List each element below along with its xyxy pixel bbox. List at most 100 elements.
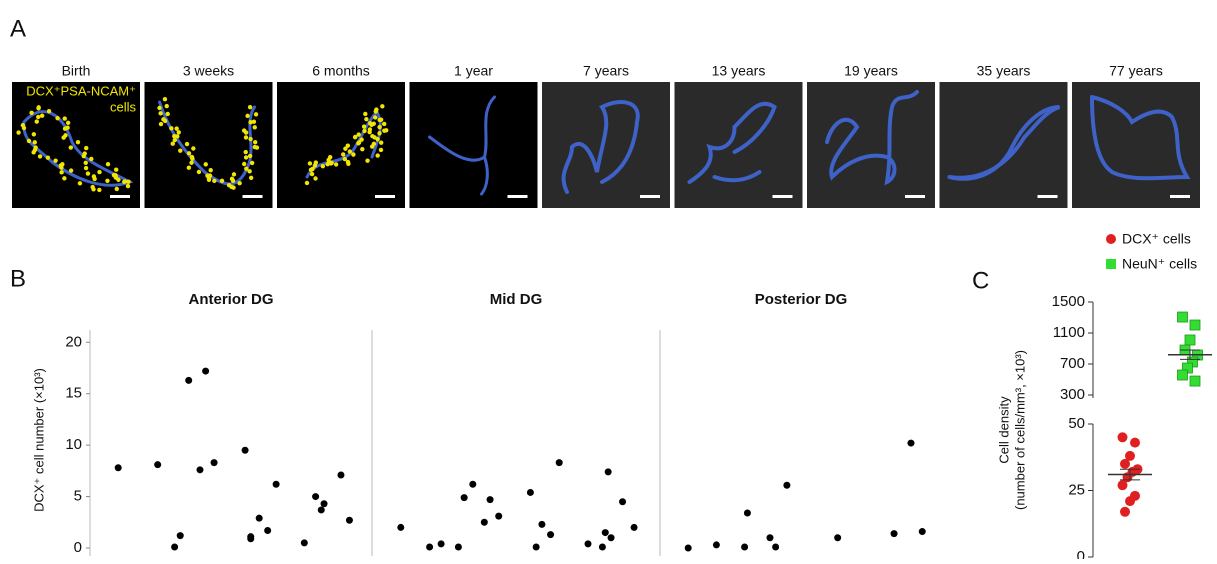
labeled-cell (76, 140, 80, 144)
figure: A B C Birth3 weeks6 months1 year7 years1… (0, 0, 1217, 559)
labeled-cell (33, 140, 37, 144)
scale-bar (905, 195, 925, 198)
scale-bar (375, 195, 395, 198)
labeled-cell (35, 119, 39, 123)
legend-marker (1106, 259, 1116, 269)
scale-bar (1170, 195, 1190, 198)
labeled-cell (36, 105, 40, 109)
labeled-cell (53, 158, 57, 162)
data-point (766, 534, 773, 541)
labeled-cell (250, 161, 254, 165)
labeled-cell (69, 168, 73, 172)
data-point (321, 500, 328, 507)
labeled-cell (382, 128, 386, 132)
labeled-cell (356, 141, 360, 145)
image-title: Birth (62, 63, 91, 79)
data-point (455, 543, 462, 550)
labeled-cell (63, 133, 67, 137)
labeled-cell (247, 169, 251, 173)
labeled-cell (212, 179, 216, 183)
data-point (599, 543, 606, 550)
micrograph (542, 82, 670, 208)
data-point (487, 496, 494, 503)
data-point (1190, 376, 1200, 386)
data-point (469, 481, 476, 488)
labeled-cell (187, 151, 191, 155)
labeled-cell (126, 184, 130, 188)
labeled-cell (166, 112, 170, 116)
labeled-cell (249, 176, 253, 180)
image-title: 6 months (312, 63, 370, 79)
data-point (211, 459, 218, 466)
labeled-cell (63, 126, 67, 130)
labeled-cell (353, 135, 357, 139)
data-point (264, 527, 271, 534)
data-point (533, 543, 540, 550)
data-point (602, 529, 609, 536)
data-point (556, 459, 563, 466)
labeled-cell (375, 137, 379, 141)
labeled-cell (377, 118, 381, 122)
legend-marker (1106, 234, 1116, 244)
labeled-cell (69, 145, 73, 149)
labeled-cell (328, 155, 332, 159)
data-point (1185, 335, 1195, 345)
labeled-cell (244, 135, 248, 139)
labeled-cell (40, 114, 44, 118)
labeled-cell (314, 160, 318, 164)
labeled-cell (207, 178, 211, 182)
data-point (547, 531, 554, 538)
scale-bar (1038, 195, 1058, 198)
data-point (273, 481, 280, 488)
labeled-cell (248, 105, 252, 109)
labeled-cell (86, 171, 90, 175)
labeled-cell (377, 131, 381, 135)
micrograph (675, 82, 803, 208)
data-point (438, 540, 445, 547)
labeled-cell (63, 116, 67, 120)
labeled-cell (172, 134, 176, 138)
labeled-cell (253, 125, 257, 129)
labeled-cell (321, 164, 325, 168)
y-tick-label: 25 (1068, 481, 1085, 498)
labeled-cell (90, 185, 94, 189)
data-point (1118, 480, 1128, 490)
labeled-cell (185, 142, 189, 146)
labeled-cell (252, 120, 256, 124)
labeled-cell (33, 145, 37, 149)
labeled-cell (379, 140, 383, 144)
labeled-cell (32, 132, 36, 136)
data-point (1120, 507, 1130, 517)
data-point (713, 541, 720, 548)
labeled-cell (97, 170, 101, 174)
labeled-cell (36, 115, 40, 119)
labeled-cell (16, 130, 20, 134)
labeled-cell (97, 188, 101, 192)
labeled-cell (334, 162, 338, 166)
image-title: 13 years (712, 63, 766, 79)
data-point (538, 521, 545, 528)
data-point (907, 440, 914, 447)
labeled-cell (351, 152, 355, 156)
data-point (154, 461, 161, 468)
labeled-cell (169, 126, 173, 130)
labeled-cell (31, 150, 35, 154)
labeled-cell (253, 140, 257, 144)
data-point (919, 528, 926, 535)
y-tick-label: 0 (1077, 548, 1085, 559)
labeled-cell (230, 177, 234, 181)
image-title: 7 years (583, 63, 629, 79)
y-tick-label: 300 (1060, 386, 1085, 403)
panel-label: A (10, 15, 26, 42)
labeled-cell (177, 130, 181, 134)
data-point (605, 468, 612, 475)
data-point (685, 545, 692, 552)
labeled-cell (113, 173, 117, 177)
image-title: 1 year (454, 63, 493, 79)
micrograph (807, 82, 935, 208)
labeled-cell (244, 130, 248, 134)
data-point (312, 493, 319, 500)
labeled-cell (373, 115, 377, 119)
panel-title: Posterior DG (755, 291, 848, 308)
scale-bar (508, 195, 528, 198)
